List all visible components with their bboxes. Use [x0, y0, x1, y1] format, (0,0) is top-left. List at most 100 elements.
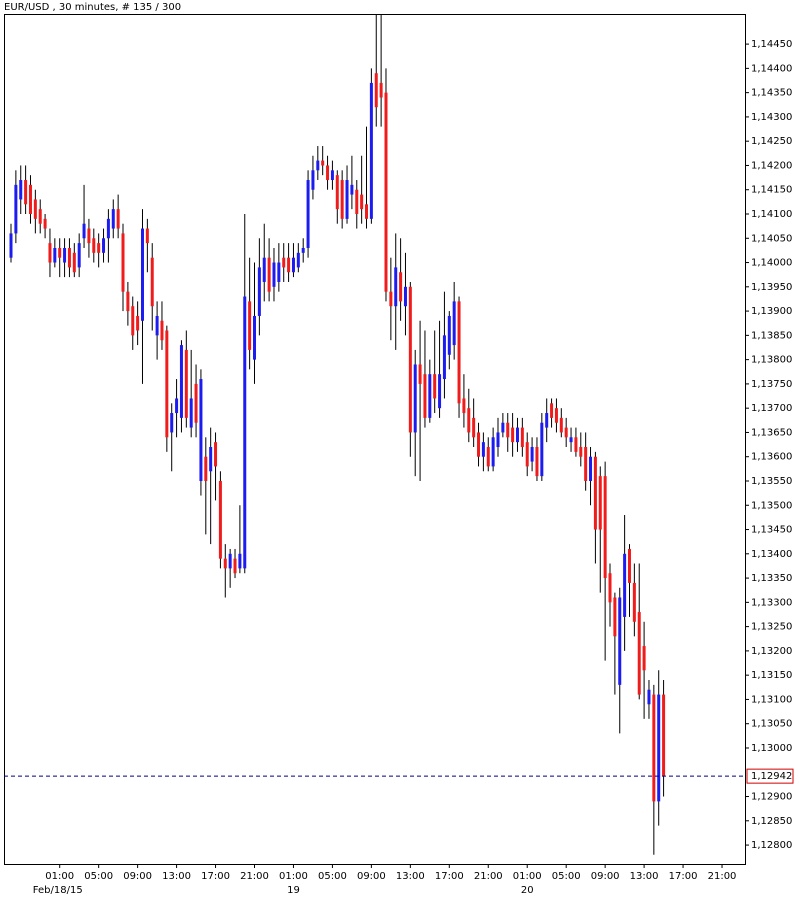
candle-body [369, 82, 373, 219]
candle-body [272, 262, 276, 287]
candle-body [262, 257, 266, 282]
candle-body [14, 184, 18, 234]
candle-body [111, 209, 115, 229]
candle-body [335, 175, 339, 210]
y-tick-label: 1,13300 [751, 597, 792, 608]
candle-body [267, 257, 271, 292]
candle-body [228, 553, 232, 569]
candle-body [321, 160, 325, 166]
candle-body [179, 345, 183, 418]
candle-body [82, 223, 86, 239]
y-tick-label: 1,13650 [751, 427, 792, 438]
y-tick-label: 1,13450 [751, 525, 792, 536]
candle-body [345, 180, 349, 219]
candle-body [63, 247, 67, 263]
y-tick-label: 1,13200 [751, 646, 792, 657]
candle-body [442, 335, 446, 380]
y-tick-label: 1,13700 [751, 403, 792, 414]
candle-body [574, 437, 578, 452]
x-tick-label: 05:00 [552, 871, 581, 882]
candle-body [19, 180, 23, 200]
y-tick-label: 1,14200 [751, 160, 792, 171]
candle-body [642, 646, 646, 671]
candle-body [209, 447, 213, 472]
y-tick-label: 1,13250 [751, 622, 792, 633]
candle-body [389, 291, 393, 307]
candle-body [584, 447, 588, 481]
x-tick-label: 17:00 [669, 871, 698, 882]
candle-body [613, 597, 617, 637]
y-tick-label: 1,13750 [751, 379, 792, 390]
candle-body [569, 437, 573, 443]
candle-body [408, 286, 412, 433]
y-tick-label: 1,13500 [751, 500, 792, 511]
candle-body [253, 315, 256, 360]
candle-body [535, 447, 539, 477]
x-tick-label: 09:00 [591, 871, 620, 882]
x-tick-label: 17:00 [435, 871, 464, 882]
y-tick-label: 1,14350 [751, 88, 792, 99]
candle-body [579, 447, 583, 457]
x-tick-label: 09:00 [123, 871, 152, 882]
candle-body [72, 252, 76, 273]
y-tick-label: 1,14300 [751, 112, 792, 123]
y-tick-label: 1,13150 [751, 670, 792, 681]
candle-body [175, 398, 179, 414]
date-label: 19 [287, 885, 300, 896]
candle-body [457, 301, 461, 404]
candle-body [360, 194, 364, 210]
candle-body [662, 694, 666, 777]
candle-body [511, 427, 515, 443]
candle-body [199, 379, 203, 481]
candle-body [477, 432, 481, 457]
candle-body [102, 238, 106, 253]
candle-body [365, 204, 369, 219]
x-tick-label: 01:00 [45, 871, 74, 882]
candle-body [223, 558, 227, 569]
y-tick-label: 1,13000 [751, 743, 792, 754]
candle-body [593, 456, 597, 530]
candle-body [155, 315, 159, 336]
candle-body [204, 456, 208, 481]
candle-body [564, 427, 568, 438]
candle-body [481, 442, 485, 457]
candle-body [520, 427, 524, 448]
candle-body [428, 374, 432, 418]
candle-body [189, 398, 193, 428]
last-price-label: 1,12942 [751, 771, 792, 782]
x-tick-label: 21:00 [474, 871, 503, 882]
y-tick-label: 1,12800 [751, 840, 792, 851]
date-label: Feb/18/15 [33, 885, 83, 896]
candle-body [608, 573, 612, 603]
candle-body [384, 92, 388, 292]
candle-body [399, 272, 403, 302]
candle-body [87, 228, 91, 244]
candle-body [24, 180, 28, 205]
x-tick-label: 09:00 [357, 871, 386, 882]
candle-body [433, 374, 437, 399]
candle-body [598, 476, 602, 530]
candle-body [530, 447, 534, 462]
candle-body [184, 349, 188, 418]
candle-body [277, 262, 281, 282]
y-tick-label: 1,14050 [751, 233, 792, 244]
y-tick-label: 1,13350 [751, 573, 792, 584]
candle-body [540, 422, 544, 477]
candle-body [394, 267, 398, 307]
x-tick-label: 01:00 [279, 871, 308, 882]
x-tick-label: 13:00 [630, 871, 659, 882]
candle-body [243, 296, 247, 569]
chart-title: EUR/USD , 30 minutes, # 135 / 300 [4, 2, 181, 13]
candle-body [627, 548, 631, 583]
candle-body [170, 413, 174, 433]
candle-body [48, 243, 52, 263]
candle-body [403, 286, 407, 307]
candle-body [379, 82, 383, 98]
y-tick-label: 1,13850 [751, 330, 792, 341]
y-tick-label: 1,14150 [751, 185, 792, 196]
x-tick-label: 17:00 [201, 871, 230, 882]
candle-body [418, 364, 422, 384]
candle-body [545, 413, 549, 428]
candle-body [330, 170, 334, 181]
candle-body [150, 257, 154, 307]
